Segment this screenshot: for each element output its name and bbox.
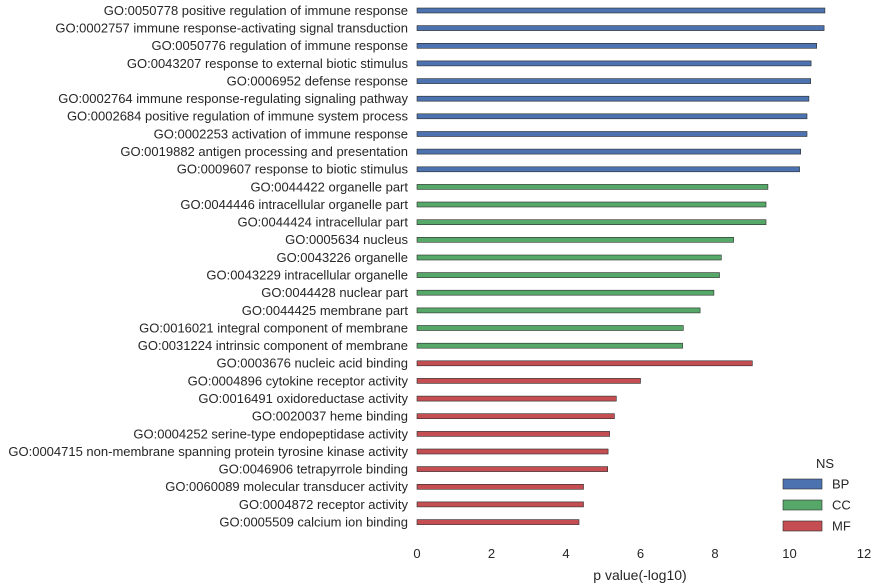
category-label-26: GO:0046906 tetrapyrrole binding	[219, 462, 408, 477]
bar-13	[416, 237, 734, 243]
legend-entries: BP CC MF	[782, 477, 851, 534]
category-label-15: GO:0043229 intracellular organelle	[206, 268, 408, 283]
bar-28	[416, 501, 584, 508]
category-label-3: GO:0043207 response to external biotic s…	[127, 56, 409, 71]
bar-22	[416, 395, 617, 402]
bar-29	[416, 519, 580, 525]
category-label-23: GO:0020037 heme binding	[252, 409, 408, 424]
legend-swatch-mf	[782, 520, 823, 532]
x-tick-label-3: 6	[637, 546, 644, 561]
category-label-24: GO:0004252 serine-type endopeptidase act…	[133, 426, 408, 441]
category-label-25: GO:0004715 non-membrane spanning protein…	[8, 444, 408, 459]
bar-7	[416, 131, 808, 137]
x-tick-label-6: 12	[857, 546, 871, 561]
category-label-21: GO:0004896 cytokine receptor activity	[188, 373, 409, 388]
bar-17	[416, 307, 701, 314]
legend-label-bp: BP	[832, 477, 849, 492]
x-tick-label-2: 4	[562, 546, 569, 561]
category-label-16: GO:0044428 nuclear part	[261, 285, 408, 300]
bar-3	[416, 60, 812, 67]
bar-8	[416, 148, 802, 155]
bar-11	[416, 201, 767, 208]
category-label-18: GO:0016021 integral component of membran…	[139, 320, 408, 335]
category-label-0: GO:0050778 positive regulation of immune…	[104, 3, 408, 18]
bar-20	[416, 360, 753, 367]
category-label-12: GO:0044424 intracellular part	[237, 215, 408, 230]
bar-15	[416, 272, 720, 278]
category-label-5: GO:0002764 immune response-regulating si…	[58, 91, 408, 106]
legend-swatch-cc	[782, 499, 823, 511]
bar-10	[416, 184, 769, 190]
bar-5	[416, 95, 810, 102]
category-label-7: GO:0002253 activation of immune response	[154, 126, 408, 141]
bar-12	[416, 219, 767, 225]
legend-label-cc: CC	[832, 498, 851, 513]
category-label-4: GO:0006952 defense response	[227, 74, 408, 89]
category-label-29: GO:0005509 calcium ion binding	[219, 515, 408, 530]
category-label-9: GO:0009607 response to biotic stimulus	[177, 162, 409, 177]
category-labels-group: GO:0050778 positive regulation of immune…	[8, 3, 408, 530]
category-label-27: GO:0060089 molecular transducer activity	[165, 479, 408, 494]
x-tick-label-4: 8	[711, 546, 718, 561]
x-tick-label-0: 0	[413, 546, 420, 561]
category-label-17: GO:0044425 membrane part	[242, 303, 409, 318]
category-label-14: GO:0043226 organelle	[276, 250, 408, 265]
legend-swatch-bp	[782, 478, 823, 490]
category-label-22: GO:0016491 oxidoreductase activity	[198, 391, 408, 406]
bar-0	[416, 7, 826, 14]
category-label-8: GO:0019882 antigen processing and presen…	[120, 144, 408, 159]
bar-6	[416, 113, 808, 120]
bar-1	[416, 25, 825, 31]
bar-9	[416, 166, 800, 173]
category-label-28: GO:0004872 receptor activity	[239, 497, 409, 512]
bar-4	[416, 78, 812, 84]
category-label-20: GO:0003676 nucleic acid binding	[216, 356, 408, 371]
legend-title: NS	[816, 456, 834, 471]
legend-label-mf: MF	[832, 519, 851, 534]
bar-27	[416, 483, 584, 490]
bar-18	[416, 325, 684, 331]
bar-14	[416, 254, 722, 261]
bar-21	[416, 378, 641, 384]
x-tick-label-5: 10	[782, 546, 796, 561]
bar-16	[416, 289, 715, 296]
bars-group	[416, 7, 826, 525]
category-label-1: GO:0002757 immune response-activating si…	[55, 21, 408, 36]
bar-24	[416, 431, 610, 437]
bar-26	[416, 466, 608, 472]
category-label-2: GO:0050776 regulation of immune response	[151, 38, 408, 53]
category-label-11: GO:0044446 intracellular organelle part	[180, 197, 408, 212]
bar-25	[416, 448, 609, 455]
category-label-19: GO:0031224 intrinsic component of membra…	[138, 338, 408, 353]
legend: NS BP CC MF	[782, 456, 851, 534]
category-label-13: GO:0005634 nucleus	[285, 232, 408, 247]
category-label-10: GO:0044422 organelle part	[250, 179, 408, 194]
category-label-6: GO:0002684 positive regulation of immune…	[67, 109, 409, 124]
bar-19	[416, 342, 683, 349]
bar-23	[416, 413, 615, 420]
x-axis-title: p value(-log10)	[593, 567, 686, 583]
x-tick-labels-group: 0 2 4 6 8 10 12	[413, 546, 871, 561]
x-tick-label-1: 2	[488, 546, 495, 561]
bar-2	[416, 42, 818, 49]
